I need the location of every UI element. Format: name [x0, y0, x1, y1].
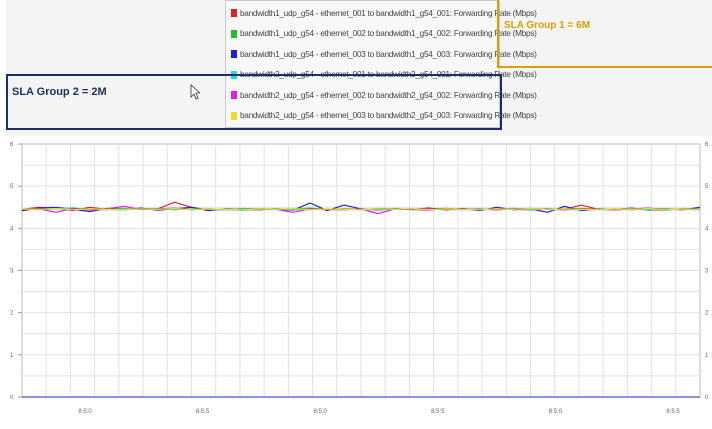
mouse-pointer-icon: [190, 84, 200, 100]
y-tick-label-right: 4: [705, 226, 709, 232]
legend-label: bandwidth1_udp_g54 - ethernet_002 to ban…: [240, 29, 537, 38]
legend-item: bandwidth2_udp_g54 - ethernet_002 to ban…: [231, 87, 537, 103]
y-tick-label-right: 6: [705, 142, 709, 148]
y-tick-label-left: 3: [10, 269, 14, 275]
legend-label: bandwidth2_udp_g54 - ethernet_003 to ban…: [240, 111, 537, 120]
legend-swatch: [231, 50, 237, 58]
legend-item: bandwidth1_udp_g54 - ethernet_003 to ban…: [231, 46, 537, 62]
y-tick-label-right: 5: [705, 184, 709, 190]
y-tick-label-left: 2: [10, 311, 14, 317]
legend-swatch: [231, 29, 237, 38]
legend-item: bandwidth2_udp_g54 - ethernet_003 to ban…: [231, 108, 537, 124]
legend-label: bandwidth1_udp_g54 - ethernet_001 to ban…: [240, 8, 537, 18]
y-tick-label-right: 3: [705, 269, 709, 275]
chart-grid: [21, 143, 701, 398]
y-tick-label-left: 0: [10, 395, 14, 401]
y-tick-label-left: 6: [10, 142, 14, 148]
sla-group-1-border-vertical: [497, 0, 499, 68]
y-tick-label-right: 0: [705, 395, 709, 401]
legend-item: bandwidth1_udp_g54 - ethernet_001 to ban…: [231, 5, 537, 21]
legend-swatch: [231, 9, 237, 17]
x-tick-label: 8:5:0: [549, 409, 563, 415]
y-tick-label-left: 5: [10, 184, 14, 190]
y-tick-label-right: 1: [705, 353, 709, 359]
legend-item: bandwidth1_udp_g54 - ethernet_002 to ban…: [231, 26, 537, 42]
y-tick-label-right: 2: [705, 311, 709, 317]
chart-axes: 0 0 1 1 2 2 3 3 4 4 5 5 6 6 8:5:0 8:5:5 8:5:0 8:5:5 8:5:0 8…: [10, 142, 709, 415]
x-tick-label: 8:5:5: [431, 409, 445, 415]
chart-series: [21, 201, 701, 215]
y-tick-label-left: 1: [10, 353, 14, 359]
x-tick-label: 8:5:0: [78, 409, 92, 415]
sla-group-2-box: [6, 74, 502, 130]
x-tick-label: 8:5:5: [196, 409, 210, 415]
series-line: [21, 207, 701, 211]
legend-label: bandwidth2_udp_g54 - ethernet_002 to ban…: [240, 90, 537, 100]
x-tick-label: 8:5:0: [314, 409, 328, 415]
sla-group-1-border-horizontal: [497, 66, 712, 68]
sla-group-1-label: SLA Group 1 = 6M: [504, 20, 591, 31]
x-tick-label: 8:5:5: [666, 409, 680, 415]
sla-group-2-label: SLA Group 2 = 2M: [12, 86, 107, 98]
legend-swatch: [231, 111, 237, 120]
legend-label: bandwidth1_udp_g54 - ethernet_003 to ban…: [240, 49, 537, 59]
y-tick-label-left: 4: [10, 226, 14, 232]
legend-swatch: [231, 91, 237, 99]
